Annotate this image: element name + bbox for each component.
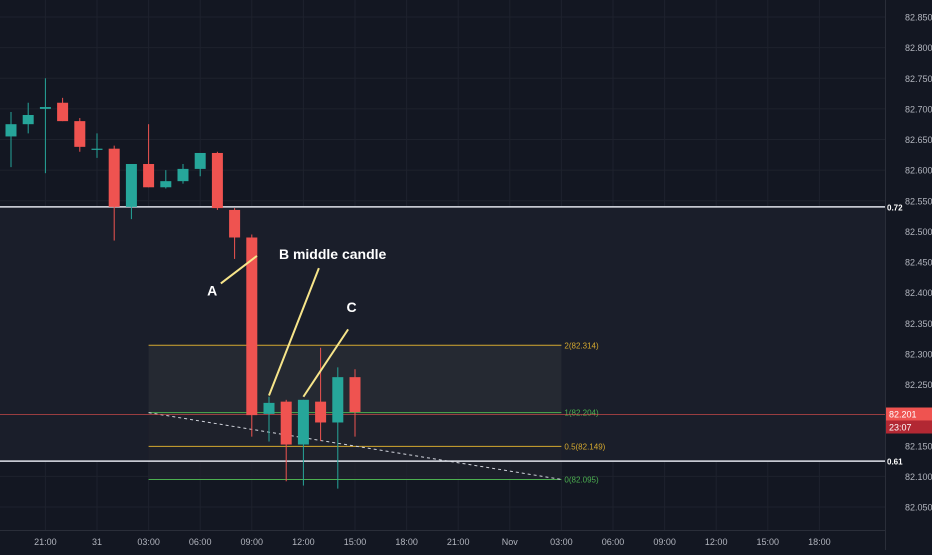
candle-down bbox=[57, 103, 68, 121]
x-tick-label: 31 bbox=[92, 537, 102, 547]
candle-down bbox=[281, 402, 292, 445]
x-tick-label: 06:00 bbox=[189, 537, 212, 547]
candle-up bbox=[160, 181, 171, 187]
candle-down bbox=[315, 402, 326, 423]
y-tick-label: 82.300 bbox=[905, 349, 932, 359]
x-tick-label: 03:00 bbox=[137, 537, 160, 547]
y-tick-label: 82.650 bbox=[905, 135, 932, 145]
y-tick-label: 82.850 bbox=[905, 13, 932, 23]
y-tick-label: 82.100 bbox=[905, 472, 932, 482]
y-tick-label: 82.150 bbox=[905, 441, 932, 451]
horizontal-line-label: 0.72 bbox=[887, 203, 903, 212]
candle-up bbox=[40, 107, 51, 109]
x-tick-label: 18:00 bbox=[395, 537, 418, 547]
x-tick-label: 15:00 bbox=[757, 537, 780, 547]
candle-down bbox=[143, 164, 154, 187]
fib-level-label: 0.5(82.149) bbox=[564, 442, 605, 451]
x-tick-label: 21:00 bbox=[34, 537, 57, 547]
x-tick-label: 03:00 bbox=[550, 537, 573, 547]
x-tick-label: 12:00 bbox=[705, 537, 728, 547]
candle-up bbox=[178, 169, 189, 181]
y-tick-label: 82.500 bbox=[905, 227, 932, 237]
annotation-label: A bbox=[207, 283, 217, 299]
y-tick-label: 82.550 bbox=[905, 196, 932, 206]
candle-down bbox=[246, 238, 257, 416]
x-tick-label: 15:00 bbox=[344, 537, 367, 547]
candle-up bbox=[23, 115, 34, 124]
x-tick-label: 12:00 bbox=[292, 537, 315, 547]
annotation-label: B middle candle bbox=[279, 246, 387, 262]
fib-level-label: 2(82.314) bbox=[564, 341, 599, 350]
x-tick-label: 21:00 bbox=[447, 537, 470, 547]
horizontal-line-label: 0.61 bbox=[887, 458, 903, 467]
y-tick-label: 82.250 bbox=[905, 380, 932, 390]
y-tick-label: 82.450 bbox=[905, 258, 932, 268]
fib-level-label: 0(82.095) bbox=[564, 475, 599, 484]
x-tick-label: Nov bbox=[502, 537, 519, 547]
candle-up bbox=[195, 153, 206, 169]
y-tick-label: 82.050 bbox=[905, 503, 932, 513]
fib-zone: 2(82.314) 1(82.204) 0.5(82.149) 0(82.095) bbox=[0, 207, 885, 485]
candle-down bbox=[109, 149, 120, 207]
y-tick-label: 82.700 bbox=[905, 104, 932, 114]
countdown-value: 23:07 bbox=[889, 423, 912, 433]
candle-up bbox=[264, 403, 275, 414]
candle-up bbox=[126, 164, 137, 207]
y-tick-label: 82.400 bbox=[905, 288, 932, 298]
candle-up bbox=[92, 149, 103, 150]
candle-up bbox=[298, 400, 309, 445]
candle-down bbox=[350, 377, 361, 412]
y-tick-label: 82.800 bbox=[905, 43, 932, 53]
candle-down bbox=[212, 153, 223, 208]
y-tick-label: 82.350 bbox=[905, 319, 932, 329]
fib-level-label: 1(82.204) bbox=[564, 409, 599, 418]
y-tick-label: 82.750 bbox=[905, 74, 932, 84]
y-tick-label: 82.600 bbox=[905, 166, 932, 176]
current-price-value: 82.201 bbox=[889, 410, 917, 420]
candle-down bbox=[229, 210, 240, 238]
candle-up bbox=[332, 377, 343, 422]
x-tick-label: 09:00 bbox=[241, 537, 264, 547]
candle-up bbox=[6, 124, 17, 136]
x-tick-label: 06:00 bbox=[602, 537, 625, 547]
x-tick-label: 09:00 bbox=[653, 537, 676, 547]
annotation-label: C bbox=[346, 299, 356, 315]
candle-down bbox=[74, 121, 85, 147]
x-tick-label: 18:00 bbox=[808, 537, 831, 547]
